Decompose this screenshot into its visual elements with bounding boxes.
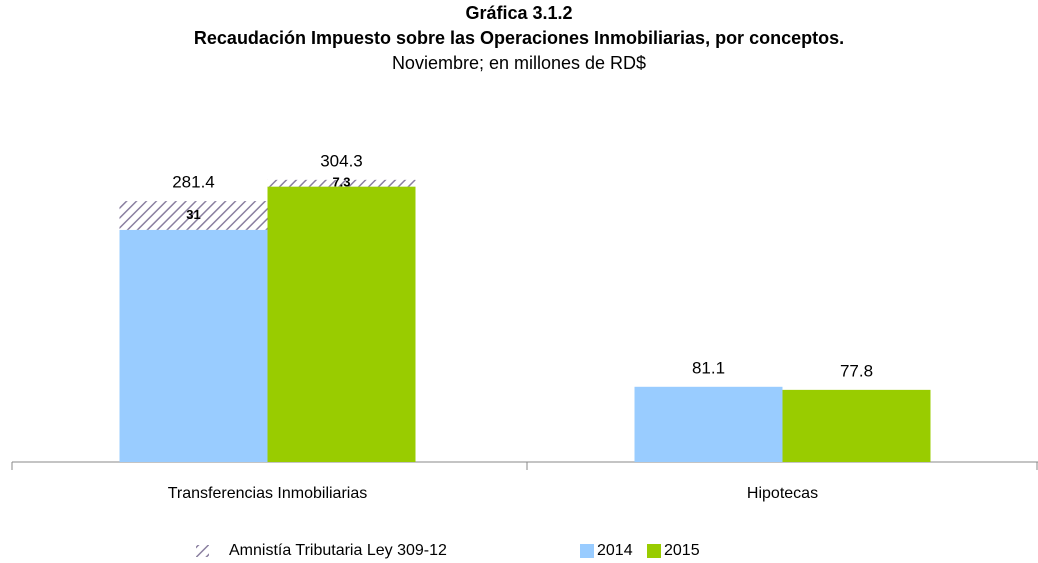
legend-swatch [196, 545, 209, 557]
chart-title: Gráfica 3.1.2 [465, 3, 572, 23]
bar [782, 389, 931, 462]
data-label: 304.3 [320, 151, 363, 170]
data-label: 281.4 [172, 173, 215, 192]
bar-segment [267, 179, 416, 187]
data-label: 77.8 [840, 361, 873, 380]
bar [119, 229, 268, 462]
bar [634, 386, 783, 462]
legend-swatch [580, 544, 594, 558]
x-tick-label: Hipotecas [747, 485, 818, 502]
legend-label: Amnistía Tributaria Ley 309-12 [229, 542, 447, 559]
legend-label: 2015 [664, 542, 700, 559]
x-tick-label: Transferencias Inmobiliarias [168, 485, 367, 502]
chart-subtitle: Noviembre; en millones de RD$ [392, 53, 646, 73]
bar-segment [119, 201, 268, 230]
chart-subtitle: Recaudación Impuesto sobre las Operacion… [194, 28, 844, 48]
segment-label: 31 [186, 207, 200, 222]
legend-label: 2014 [597, 542, 633, 559]
segment-label: 7.3 [332, 175, 350, 190]
legend-swatch [647, 544, 661, 558]
bar [267, 186, 416, 462]
data-label: 81.1 [692, 358, 725, 377]
